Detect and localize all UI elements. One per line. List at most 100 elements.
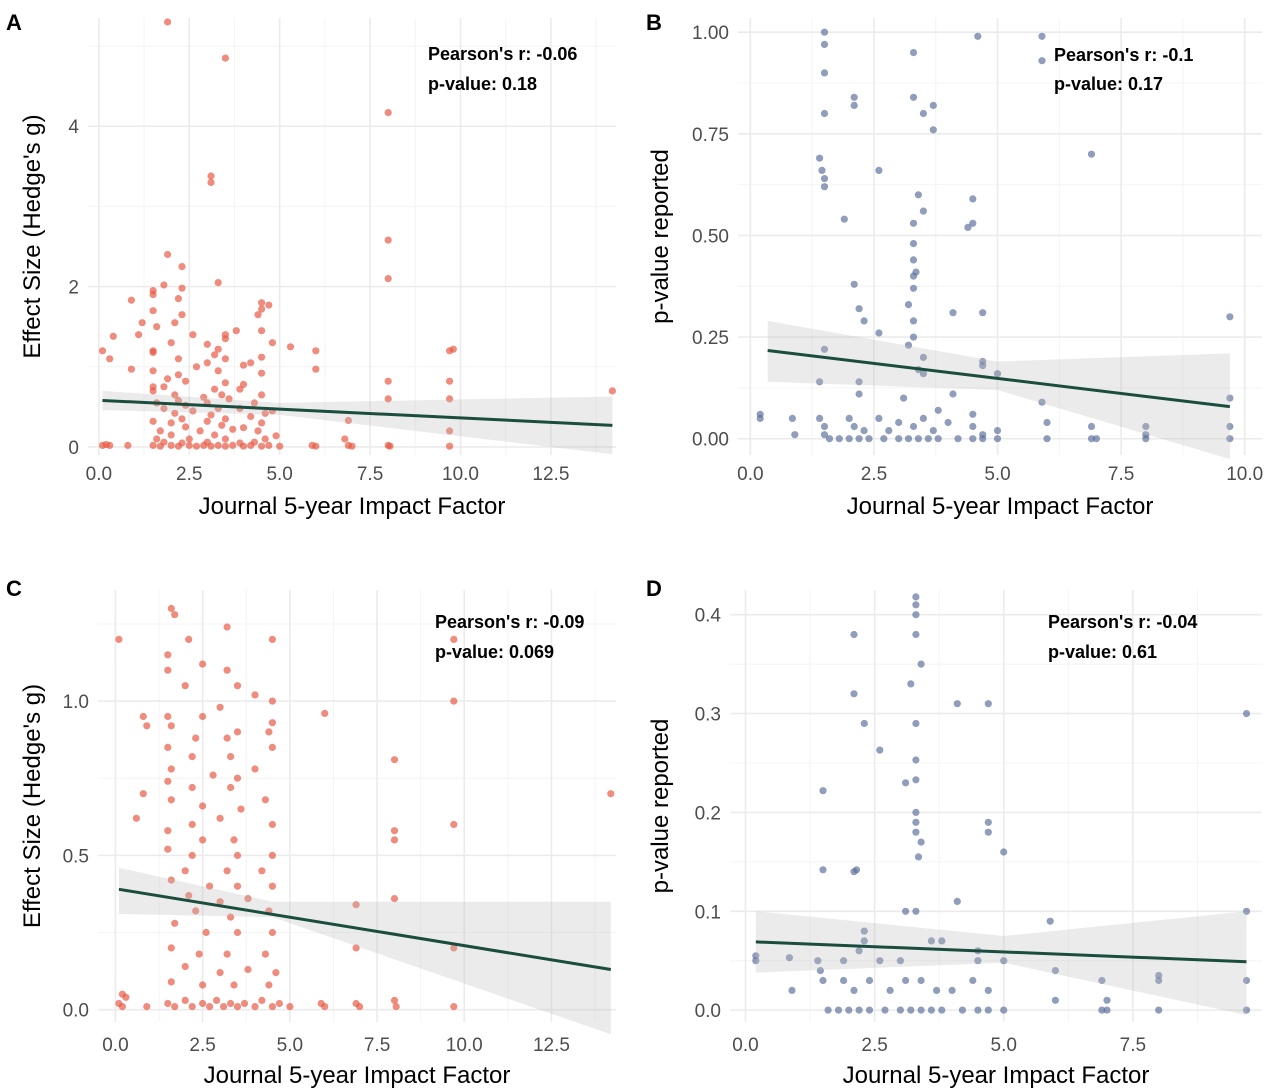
data-point — [974, 32, 982, 40]
data-point — [149, 387, 157, 395]
data-point — [896, 1006, 905, 1014]
data-point — [258, 353, 266, 361]
data-point — [912, 601, 920, 609]
data-point — [167, 339, 175, 347]
data-point — [218, 391, 226, 399]
data-point — [265, 981, 273, 989]
data-point — [788, 414, 797, 422]
data-point — [153, 435, 161, 443]
data-point — [258, 299, 266, 307]
data-point — [912, 611, 920, 619]
data-point — [909, 272, 918, 280]
data-point — [818, 166, 826, 174]
data-point — [149, 417, 157, 425]
data-point — [1087, 422, 1096, 431]
data-point — [218, 421, 226, 429]
data-point — [268, 719, 276, 727]
data-point — [1000, 957, 1008, 965]
data-point — [171, 391, 179, 399]
data-point — [984, 1006, 992, 1014]
data-point — [964, 223, 972, 231]
y-axis-title: p-value reported — [647, 149, 674, 324]
data-point — [199, 712, 207, 721]
data-point — [450, 635, 458, 644]
data-point — [216, 969, 224, 977]
data-point — [845, 435, 853, 443]
data-point — [207, 172, 215, 180]
data-point — [449, 345, 457, 353]
data-point — [904, 301, 913, 309]
data-point — [164, 743, 172, 752]
data-point — [312, 365, 320, 373]
data-point — [164, 666, 172, 674]
y-tick-label: 1.0 — [63, 692, 89, 713]
data-point — [239, 442, 248, 450]
data-point — [909, 93, 918, 101]
data-point — [240, 999, 249, 1008]
data-point — [167, 419, 175, 427]
scatter-points — [752, 593, 1251, 1014]
data-point — [917, 1006, 925, 1014]
y-tick-label: 0.25 — [692, 328, 729, 349]
data-point — [138, 319, 146, 327]
data-point — [178, 415, 186, 423]
data-point — [261, 796, 269, 804]
data-point — [876, 957, 884, 965]
data-point — [171, 409, 179, 417]
x-tick-label: 2.5 — [861, 1035, 887, 1056]
data-point — [223, 623, 231, 631]
data-point — [268, 928, 276, 937]
data-point — [188, 753, 196, 761]
data-point — [268, 635, 276, 644]
data-point — [237, 805, 245, 813]
data-point — [251, 1003, 259, 1011]
data-point — [1098, 976, 1106, 985]
data-point — [178, 284, 186, 292]
data-point — [106, 355, 114, 363]
data-point — [214, 441, 222, 449]
data-point — [227, 913, 235, 921]
data-point — [1000, 1006, 1008, 1014]
data-point — [929, 126, 937, 134]
data-point — [227, 753, 235, 761]
data-point — [392, 1003, 400, 1011]
data-point — [352, 944, 360, 952]
data-point — [875, 329, 883, 337]
x-tick-label: 10.0 — [1226, 464, 1263, 485]
data-point — [1098, 1006, 1106, 1014]
data-point — [192, 363, 201, 371]
x-tick-label: 12.5 — [533, 1035, 570, 1056]
data-point — [192, 734, 200, 742]
data-point — [1046, 917, 1054, 925]
x-tick-label: 7.5 — [1120, 1035, 1146, 1056]
p-value-annotation: p-value: 0.18 — [428, 74, 537, 94]
y-axis-title: Effect Size (Hedge's g) — [19, 684, 46, 928]
x-tick-label: 10.0 — [442, 464, 479, 485]
data-point — [164, 375, 172, 383]
data-point — [1242, 976, 1251, 985]
data-point — [993, 435, 1002, 443]
data-point — [384, 236, 392, 244]
data-point — [233, 728, 242, 736]
panel-a: 0.0 2.5 5.0 7.5 10.0 12.5 0 2 4 Pearson's r: -0.0… — [6, 10, 617, 520]
data-point — [286, 1003, 294, 1011]
data-point — [860, 927, 868, 935]
panel-d: 0.0 2.5 5.0 7.5 0.0 0.1 0.2 0.3 0.4 Pearson's r: … — [646, 576, 1262, 1089]
data-point — [182, 423, 190, 431]
pearson-r-annotation: Pearson's r: -0.04 — [1048, 612, 1197, 632]
data-point — [261, 950, 269, 958]
regression-line — [102, 398, 613, 427]
data-point — [268, 697, 276, 705]
data-point — [216, 703, 224, 711]
data-point — [135, 331, 143, 339]
data-point — [156, 442, 164, 450]
data-point — [1087, 150, 1096, 158]
data-point — [258, 867, 266, 875]
data-point — [450, 697, 458, 705]
data-point — [206, 882, 214, 890]
data-point — [149, 307, 157, 315]
data-point — [199, 999, 207, 1008]
data-point — [446, 377, 454, 385]
y-tick-label: 0.3 — [695, 705, 721, 726]
